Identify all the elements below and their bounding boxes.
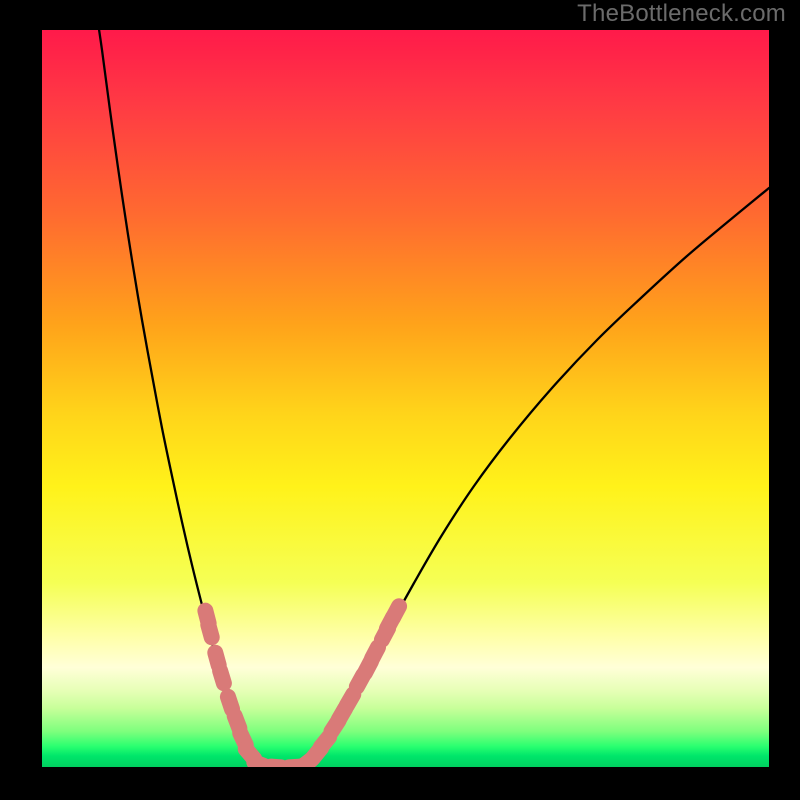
gradient-background	[42, 30, 769, 767]
chart-stage: TheBottleneck.com	[0, 0, 800, 800]
watermark-text: TheBottleneck.com	[577, 0, 786, 28]
bottleneck-chart	[0, 0, 800, 800]
